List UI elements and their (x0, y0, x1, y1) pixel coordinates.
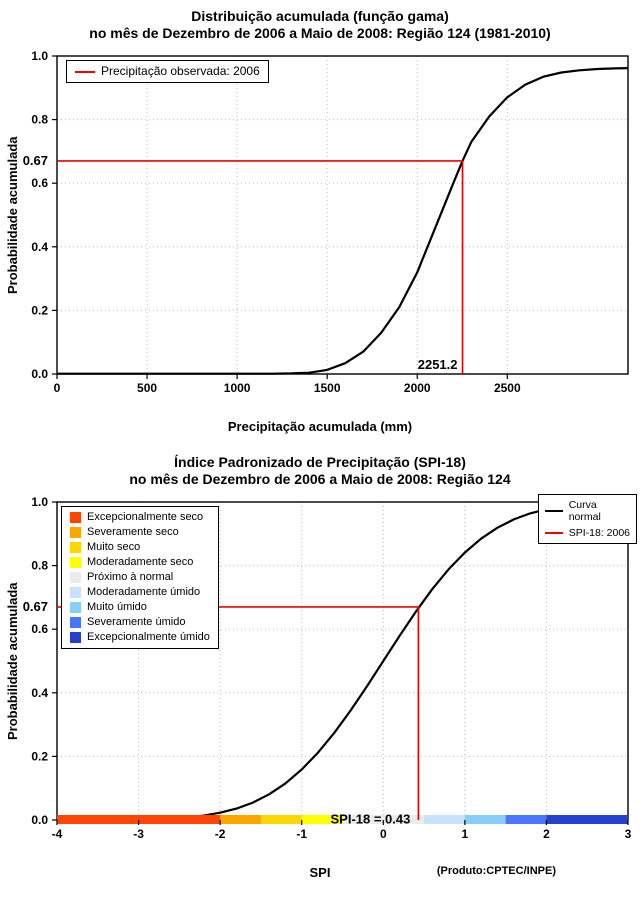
spi-band (260, 815, 302, 824)
legend-line-swatch (544, 510, 563, 512)
y-tick-label: 0.2 (31, 749, 48, 763)
x-tick-label: -3 (133, 827, 144, 841)
spi-footer-row: SPI (Produto:CPTEC/INPE) (0, 862, 640, 888)
legend-item: SPI-18: 2006 (544, 527, 630, 539)
legend-color-swatch (70, 632, 81, 643)
legend-color-swatch (70, 617, 81, 628)
legend-color-swatch (70, 512, 81, 523)
legend-label: Severamente úmido (87, 616, 186, 628)
x-tick-label: 2000 (404, 381, 431, 395)
x-tick-label: 3 (625, 827, 632, 841)
legend-item: Precipitação observada: 2006 (75, 65, 260, 78)
legend-item: Severamente seco (70, 526, 210, 539)
legend-item: Próximo à normal (70, 571, 210, 584)
spi-band (342, 815, 425, 824)
x-tick-label: 0 (380, 827, 387, 841)
legend-color-swatch (70, 542, 81, 553)
plot-area (57, 56, 628, 374)
x-tick-label: 1000 (224, 381, 251, 395)
spi-chart-subtitle: no mês de Dezembro de 2006 a Maio de 200… (129, 471, 511, 487)
legend-color-swatch (70, 527, 81, 538)
spi-band (57, 815, 221, 824)
spi-y-axis-label: Probabilidade acumulada (5, 582, 20, 740)
reference-probability-label: 0.67 (23, 599, 48, 614)
gamma-chart-title: Distribuição acumulada (função gama) (191, 8, 449, 24)
legend-item: Excepcionalmente úmido (70, 631, 210, 644)
spi-band (301, 815, 343, 824)
y-tick-label: 0.6 (31, 176, 48, 190)
gamma-y-axis-label: Probabilidade acumulada (5, 136, 20, 294)
spi-band (464, 815, 506, 824)
plot-border (56, 55, 629, 375)
x-tick-label: -2 (215, 827, 226, 841)
y-tick-label: 0.0 (31, 367, 48, 381)
spi-band (220, 815, 261, 824)
legend-color-swatch (70, 602, 81, 613)
spi-annotation-label: SPI-18 = 0.43 (330, 812, 410, 827)
reference-probability-label: 0.67 (23, 153, 48, 168)
legend-color-swatch (70, 572, 81, 583)
y-tick-label: 0.8 (31, 559, 48, 573)
legend-item: Moderadamente úmido (70, 586, 210, 599)
spi-band (546, 815, 628, 824)
legend-line-swatch (75, 70, 95, 73)
legend-label: Muito seco (87, 541, 141, 553)
gamma-x-axis-label: Precipitação acumulada (mm) (227, 419, 413, 434)
gamma-cdf-chart: Distribuição acumulada (função gama) no … (0, 0, 640, 446)
legend-label: Próximo à normal (87, 571, 174, 583)
spi-category-legend: Excepcionalmente seco Severamente seco Mui… (61, 506, 219, 649)
legend-label: Curva normal (568, 499, 601, 523)
product-note: (Produto:CPTEC/INPE) (436, 865, 556, 877)
x-tick-label: -4 (52, 827, 63, 841)
legend-color-swatch (70, 557, 81, 568)
legend-label: Excepcionalmente úmido (87, 631, 210, 643)
gamma-chart-title-block: Distribuição acumulada (função gama) no … (0, 0, 640, 42)
legend-label: Moderadamente úmido (87, 586, 201, 598)
y-tick-label: 0.4 (31, 686, 48, 700)
spi-chart-title: Índice Padronizado de Precipitação (SPI-… (174, 454, 466, 470)
legend-item: Muito seco (70, 541, 210, 554)
legend-label: Precipitação observada: 2006 (101, 64, 260, 78)
legend-item: Moderadamente seco (70, 556, 210, 569)
y-tick-label: 1.0 (31, 495, 48, 509)
gamma-legend: Precipitação observada: 2006 (66, 60, 269, 83)
x-tick-label: 0 (54, 381, 61, 395)
legend-item: Muito úmido (70, 601, 210, 614)
spi-band (424, 815, 465, 824)
cdf-curve (57, 67, 629, 375)
legend-label: Moderadamente seco (87, 556, 194, 568)
y-tick-label: 0.4 (31, 240, 48, 254)
reference-value-label: 2251.2 (418, 357, 458, 372)
x-tick-label: 2 (543, 827, 550, 841)
y-tick-label: 0.8 (31, 113, 48, 127)
x-tick-label: -1 (296, 827, 307, 841)
y-tick-label: 0.6 (31, 622, 48, 636)
legend-line-swatch (544, 532, 563, 534)
legend-color-swatch (70, 587, 81, 598)
legend-label: SPI-18: 2006 (568, 527, 630, 539)
spi-cdf-chart: Índice Padronizado de Precipitação (SPI-… (0, 446, 640, 892)
spi-band (505, 815, 547, 824)
x-tick-label: 1500 (314, 381, 341, 395)
y-tick-label: 0.0 (31, 813, 48, 827)
legend-item: Curva normal (544, 499, 630, 523)
x-tick-label: 2500 (494, 381, 521, 395)
x-tick-label: 500 (137, 381, 157, 395)
gamma-plot-canvas: 0 500 1000 1500 2000 2500 0.0 0.2 0.4 0.6 0.8 1.0 0.… (23, 49, 629, 395)
spi-plot-canvas: -4 -3 -2 -1 0 1 2 3 0.0 0.2 0.4 0.6 0.8 1.0 0.67 SPI-18… (23, 495, 632, 841)
spi-curve-legend: Curva normal SPI-18: 2006 (537, 494, 637, 544)
spi-x-axis-label: SPI (309, 865, 331, 880)
y-tick-label: 0.2 (31, 303, 48, 317)
gamma-chart-subtitle: no mês de Dezembro de 2006 a Maio de 200… (89, 25, 551, 41)
legend-item: Excepcionalmente seco (70, 511, 210, 524)
y-tick-label: 1.0 (31, 49, 48, 63)
legend-label: Excepcionalmente seco (87, 511, 204, 523)
legend-item: Severamente úmido (70, 616, 210, 629)
x-tick-label: 1 (462, 827, 469, 841)
legend-label: Severamente seco (87, 526, 179, 538)
legend-label: Muito úmido (87, 601, 147, 613)
spi-chart-title-block: Índice Padronizado de Precipitação (SPI-… (0, 446, 640, 488)
